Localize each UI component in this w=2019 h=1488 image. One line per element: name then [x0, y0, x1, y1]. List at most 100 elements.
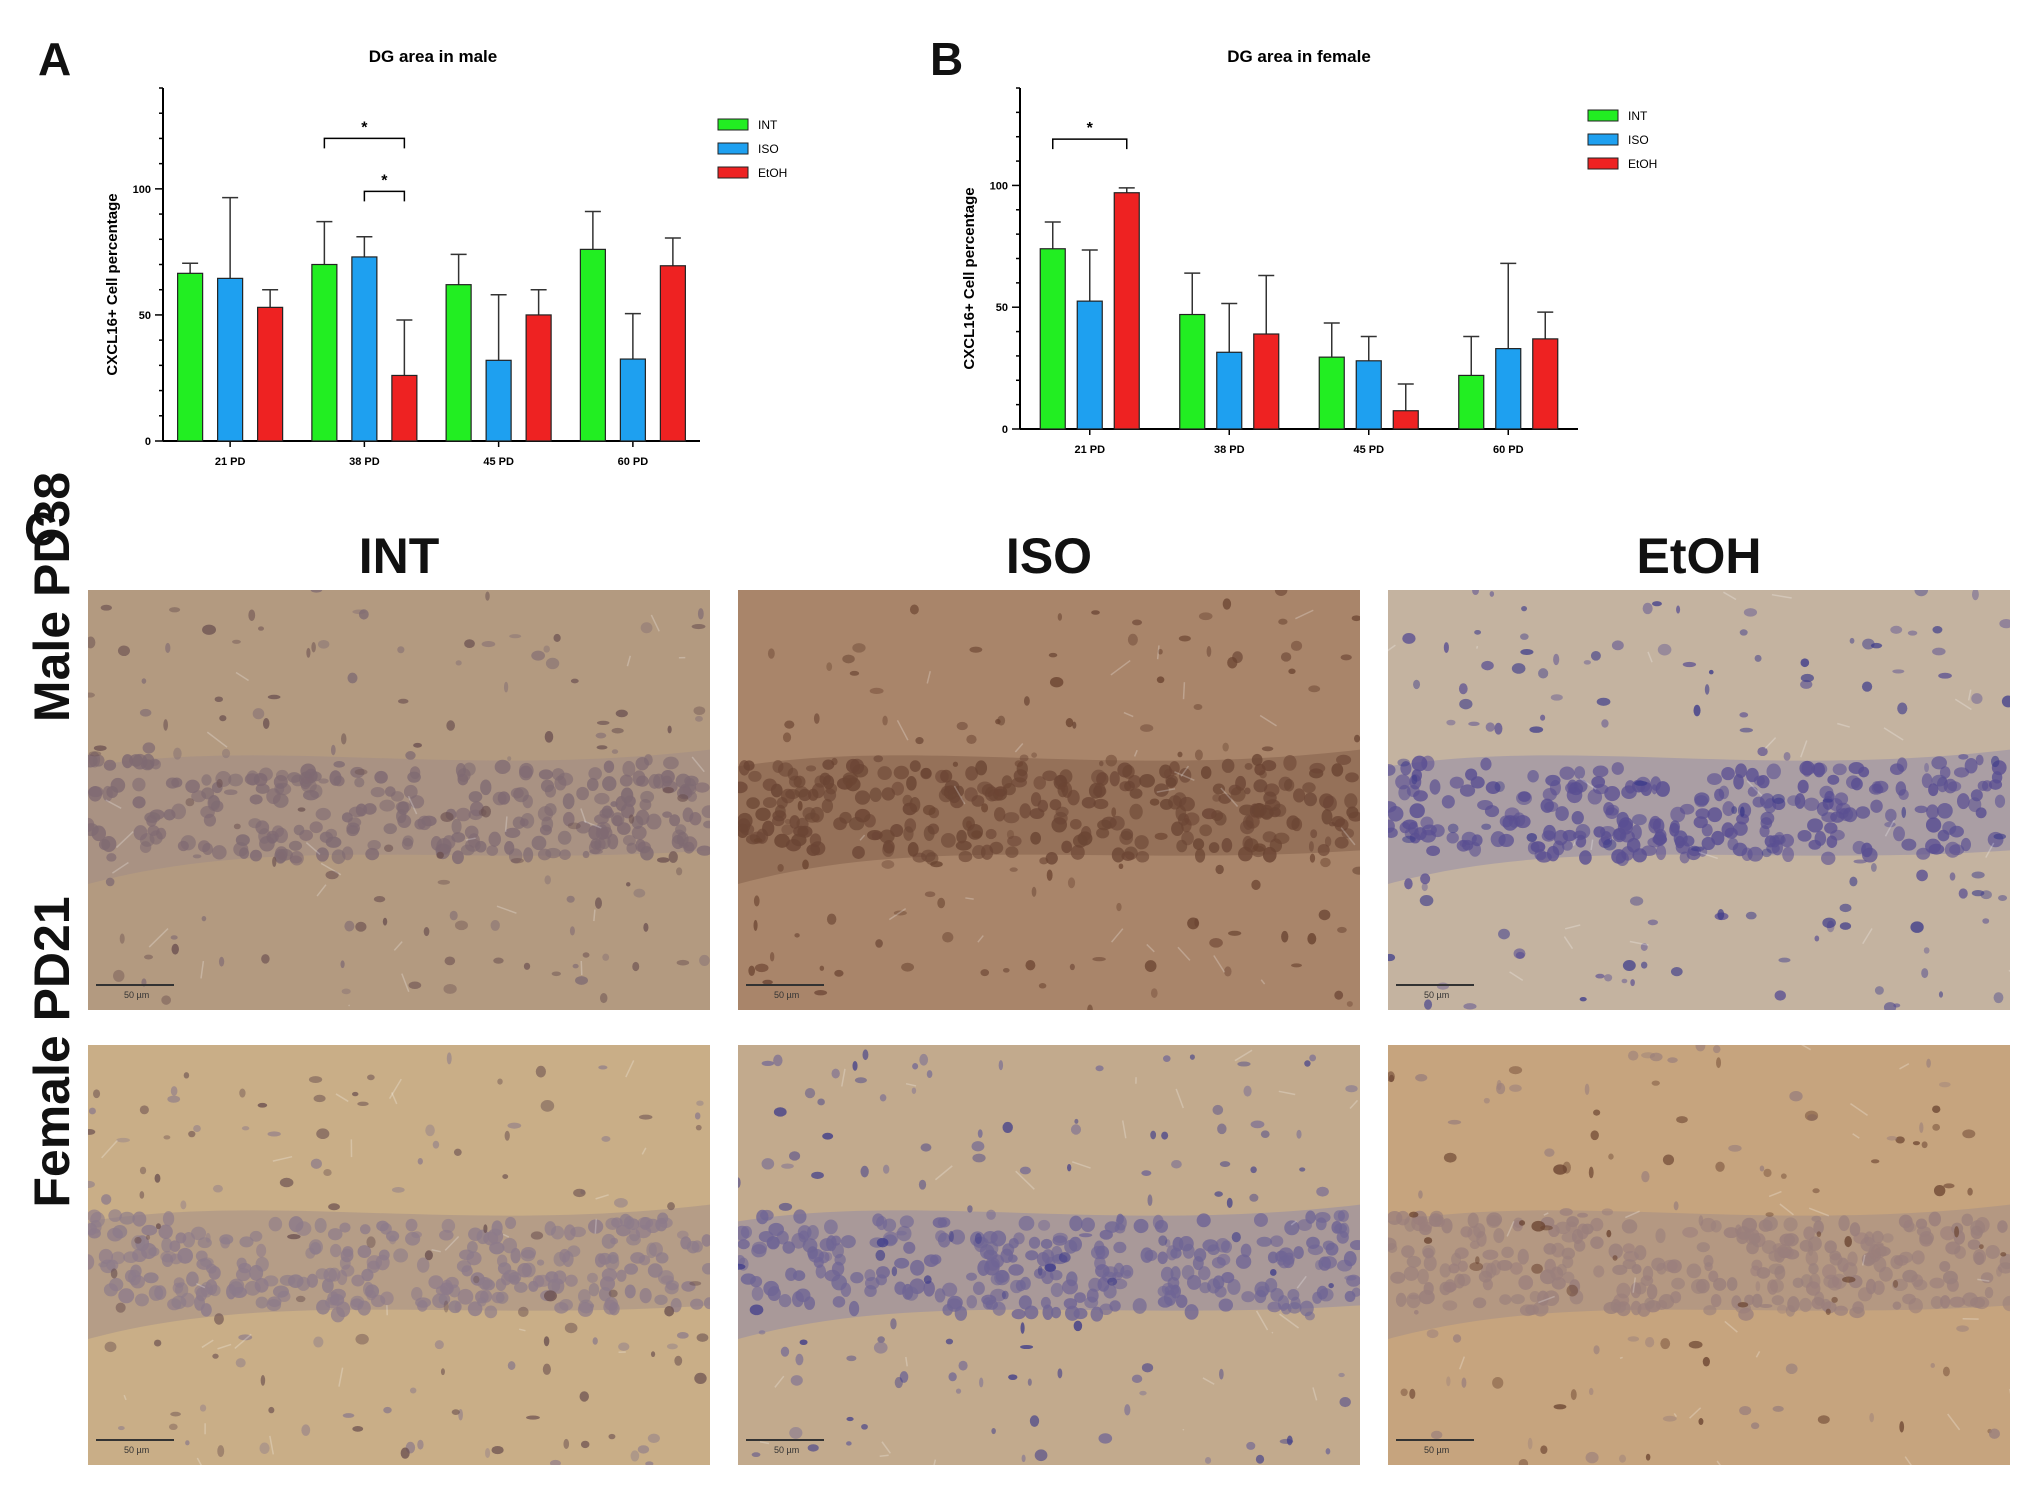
tissue-fiber: [1977, 1278, 1990, 1282]
cell-nucleus: [1318, 1256, 1332, 1271]
cell-nucleus: [1744, 1294, 1755, 1306]
scattered-cell: [611, 727, 624, 734]
cell-nucleus: [415, 1297, 432, 1308]
cell-nucleus: [441, 1279, 453, 1296]
scattered-cell: [1346, 1001, 1353, 1007]
scattered-cell: [753, 919, 758, 932]
scattered-cell: [139, 708, 152, 717]
scattered-cell: [824, 1252, 833, 1262]
scattered-cell: [199, 1404, 207, 1412]
scattered-cell: [564, 1322, 578, 1334]
scattered-cell: [443, 983, 457, 994]
scattered-cell: [1072, 721, 1077, 729]
cell-nucleus: [1928, 783, 1939, 797]
cell-nucleus: [1783, 1217, 1798, 1232]
scattered-cell: [333, 761, 345, 768]
cell-nucleus: [514, 1282, 528, 1293]
cell-nucleus: [994, 1269, 1010, 1286]
tissue-fiber: [1698, 851, 1719, 860]
scattered-cell: [1708, 669, 1714, 675]
cell-nucleus: [1283, 754, 1297, 771]
bar-etoh: [1392, 410, 1419, 430]
bar-etoh: [659, 265, 686, 442]
cell-nucleus: [1622, 1243, 1635, 1254]
scattered-cell: [200, 1257, 214, 1268]
scattered-cell: [1883, 1002, 1897, 1010]
y-axis-label: CXCL16+ Cell percentage: [961, 187, 978, 369]
scattered-cell: [948, 1372, 957, 1382]
cell-nucleus: [896, 1225, 912, 1242]
cell-nucleus: [132, 796, 146, 809]
cell-nucleus: [1779, 1233, 1795, 1246]
cell-nucleus: [1008, 1264, 1024, 1276]
scattered-cell: [911, 1087, 917, 1095]
scattered-cell: [344, 920, 355, 932]
cell-nucleus: [365, 847, 380, 861]
cell-nucleus: [1420, 829, 1436, 843]
scattered-cell: [1919, 1122, 1924, 1134]
cell-nucleus: [899, 1215, 914, 1228]
cell-nucleus: [607, 1252, 619, 1264]
cell-nucleus: [1218, 793, 1232, 804]
scattered-cell: [1154, 832, 1168, 840]
scattered-cell: [1286, 1435, 1293, 1446]
tissue-fiber: [1014, 743, 1024, 753]
cell-nucleus: [405, 1218, 418, 1232]
scattered-cell: [100, 604, 112, 611]
cell-nucleus: [1322, 1240, 1335, 1251]
cell-nucleus: [972, 1281, 985, 1296]
cell-nucleus: [1539, 1269, 1556, 1285]
cell-nucleus: [942, 1282, 958, 1297]
cell-nucleus: [455, 807, 471, 822]
cell-nucleus: [150, 759, 161, 770]
cell-nucleus: [1119, 831, 1134, 845]
cell-nucleus: [1159, 798, 1173, 810]
tissue-fiber: [1156, 788, 1176, 793]
cell-nucleus: [1832, 763, 1847, 776]
scattered-cell: [1825, 1308, 1831, 1315]
scattered-cell: [1048, 652, 1058, 658]
cell-nucleus: [1346, 1274, 1360, 1287]
cell-nucleus: [797, 1225, 812, 1240]
cell-nucleus: [330, 1243, 342, 1258]
scattered-cell: [1281, 930, 1289, 943]
cell-nucleus: [1238, 846, 1253, 862]
cell-nucleus: [972, 845, 986, 859]
scattered-cell: [1901, 806, 1907, 819]
scattered-cell: [478, 809, 487, 817]
scattered-cell: [219, 715, 227, 722]
cell-nucleus: [1759, 793, 1775, 809]
cell-nucleus: [466, 1251, 482, 1266]
scattered-cell: [1057, 613, 1063, 621]
significance-bracket: [363, 190, 406, 202]
scattered-cell: [676, 959, 690, 966]
cell-nucleus: [1283, 1252, 1295, 1265]
cell-nucleus: [1546, 845, 1560, 862]
scattered-cell: [142, 742, 156, 754]
scattered-cell: [1822, 917, 1836, 929]
scattered-cell: [357, 1101, 369, 1106]
scattered-cell: [154, 1173, 161, 1183]
cell-nucleus: [1135, 851, 1150, 863]
cell-nucleus: [751, 1244, 767, 1258]
cell-nucleus: [1727, 837, 1739, 851]
cell-nucleus: [1429, 1216, 1442, 1227]
cell-nucleus: [1069, 1215, 1083, 1232]
scattered-cell: [1299, 1167, 1306, 1172]
scattered-cell: [1019, 1166, 1031, 1175]
scattered-cell: [640, 622, 653, 634]
scattered-cell: [1682, 661, 1697, 668]
scattered-cell: [1662, 1154, 1675, 1166]
cell-nucleus: [1956, 793, 1970, 810]
cell-nucleus: [1682, 1227, 1699, 1238]
scattered-cell: [1630, 979, 1635, 987]
scattered-cell: [1651, 1080, 1660, 1086]
tissue-fiber: [272, 1155, 293, 1162]
scattered-cell: [1127, 633, 1138, 646]
cell-nucleus: [1040, 1238, 1053, 1250]
scattered-cell: [1728, 1144, 1742, 1152]
scattered-cell: [618, 1342, 630, 1351]
cell-nucleus: [906, 776, 917, 791]
scattered-cell: [974, 1233, 982, 1245]
